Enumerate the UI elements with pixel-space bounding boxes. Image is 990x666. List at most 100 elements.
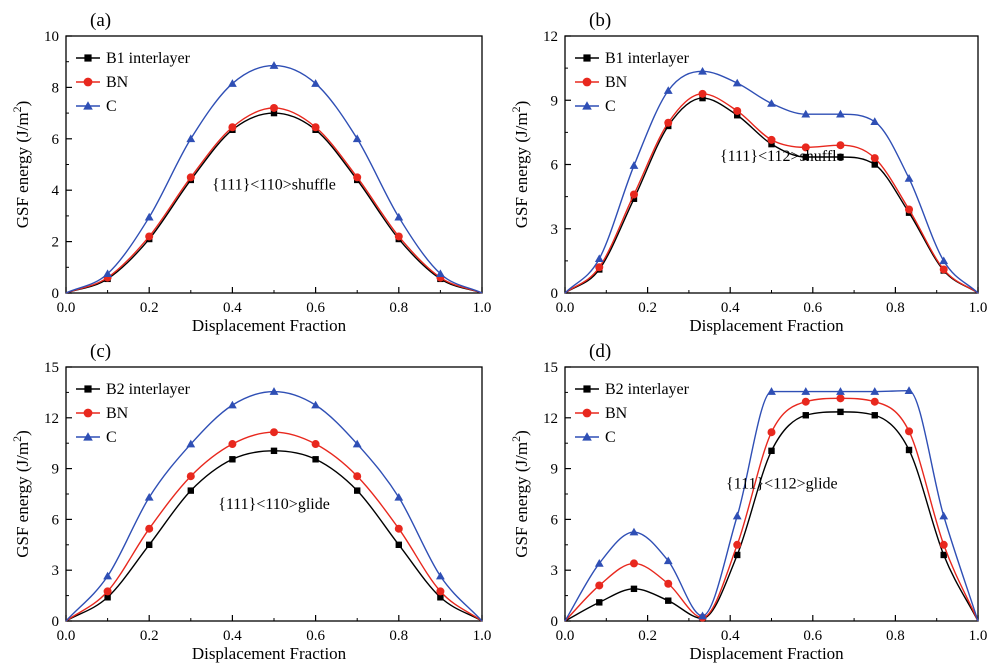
data-point (801, 397, 810, 406)
data-point (837, 408, 844, 416)
data-point (630, 585, 638, 593)
y-tick-label: 4 (52, 183, 60, 199)
data-point (802, 153, 809, 161)
data-point (186, 472, 195, 481)
data-point (732, 78, 742, 87)
y-tick-label: 15 (543, 360, 558, 376)
data-point (630, 195, 638, 202)
legend-marker (583, 54, 591, 62)
y-tick-label: 3 (551, 563, 559, 579)
y-tick-label: 9 (551, 93, 559, 109)
data-point (186, 173, 195, 182)
x-axis-title: Displacement Fraction (192, 644, 347, 663)
y-tick-label: 6 (52, 512, 60, 528)
x-axis-title: Displacement Fraction (192, 316, 347, 335)
data-point (186, 439, 196, 448)
data-point (836, 141, 845, 150)
data-point (698, 89, 707, 98)
data-point (801, 109, 811, 118)
data-point (186, 134, 196, 143)
legend-marker (583, 385, 591, 393)
data-point (436, 587, 445, 596)
data-point (144, 212, 154, 221)
data-point (270, 109, 278, 117)
data-point (394, 232, 403, 241)
data-point (104, 594, 111, 601)
y-axis-title: GSF energy (J/m2) (509, 101, 531, 229)
data-point (732, 511, 742, 520)
data-point (103, 587, 112, 596)
data-point (596, 599, 603, 606)
legend-marker (83, 408, 93, 418)
x-tick-label: 0.0 (57, 628, 76, 644)
data-point (394, 524, 403, 533)
series-bn (564, 394, 979, 622)
legend-entry-label: C (605, 98, 616, 115)
data-point (394, 212, 404, 221)
x-tick-label: 0.6 (306, 300, 325, 316)
y-tick-label: 12 (543, 29, 558, 45)
x-tick-label: 1.0 (969, 628, 988, 644)
panel-label: (b) (589, 10, 611, 31)
series-b1-interlayer (65, 109, 483, 294)
series-line (65, 107, 483, 294)
series-bn (65, 103, 483, 294)
x-tick-label: 1.0 (473, 628, 492, 644)
data-point (103, 269, 112, 278)
data-point (394, 492, 404, 501)
data-point (353, 472, 362, 481)
legend-entry-label: BN (605, 74, 628, 91)
data-point (870, 397, 879, 406)
legend-entry-label: B1 interlayer (605, 50, 690, 67)
legend-entry-label: BN (605, 405, 628, 422)
data-point (145, 232, 154, 241)
y-tick-label: 9 (52, 462, 60, 478)
y-tick-label: 3 (52, 563, 60, 579)
x-tick-label: 0.0 (556, 300, 575, 316)
y-tick-label: 12 (543, 411, 558, 427)
y-axis-title: GSF energy (J/m2) (509, 430, 531, 558)
legend-marker (83, 432, 93, 441)
annotation-label: {111}<110>shuffle (212, 176, 336, 193)
data-point (768, 140, 775, 148)
y-axis-title: GSF energy (J/m2) (10, 430, 32, 558)
legend-marker (84, 54, 92, 62)
data-point (664, 118, 673, 127)
data-point (269, 61, 279, 69)
legend: B1 interlayer BN C (76, 50, 191, 115)
data-point (734, 551, 741, 559)
chart-panel-a: 0.0 0.2 0.4 0.6 0.8 1.0 0 2 4 6 8 10 Displacement Fr… (10, 10, 491, 335)
data-point (801, 143, 810, 152)
x-tick-label: 0.8 (389, 628, 408, 644)
legend-marker (582, 408, 592, 418)
x-tick-label: 0.2 (638, 628, 657, 644)
y-tick-label: 3 (551, 222, 559, 238)
legend: B2 interlayer BN C (575, 381, 690, 446)
x-tick-label: 0.2 (638, 300, 657, 316)
y-tick-label: 6 (551, 158, 559, 174)
data-point (436, 571, 445, 580)
legend-entry-label: C (605, 429, 616, 446)
annotation-label: {111}<112>shuffle (720, 148, 844, 165)
data-point (767, 99, 776, 107)
data-point (354, 487, 361, 494)
x-tick-label: 0.6 (803, 628, 822, 644)
series-c (564, 386, 979, 622)
series-bn (564, 89, 979, 294)
legend: B2 interlayer BN C (76, 381, 191, 446)
data-point (629, 161, 639, 169)
x-tick-label: 0.2 (140, 300, 159, 316)
data-point (870, 117, 880, 125)
legend-entry-label: BN (106, 74, 129, 91)
data-point (269, 387, 279, 395)
data-point (663, 556, 673, 565)
data-point (146, 541, 153, 548)
data-point (767, 428, 776, 437)
annotation-label: {111}<110>glide (218, 496, 330, 513)
data-point (802, 412, 809, 419)
data-point (836, 394, 845, 403)
x-tick-label: 0.0 (57, 300, 76, 316)
data-point (663, 86, 673, 94)
legend-entry-label: C (106, 98, 117, 115)
